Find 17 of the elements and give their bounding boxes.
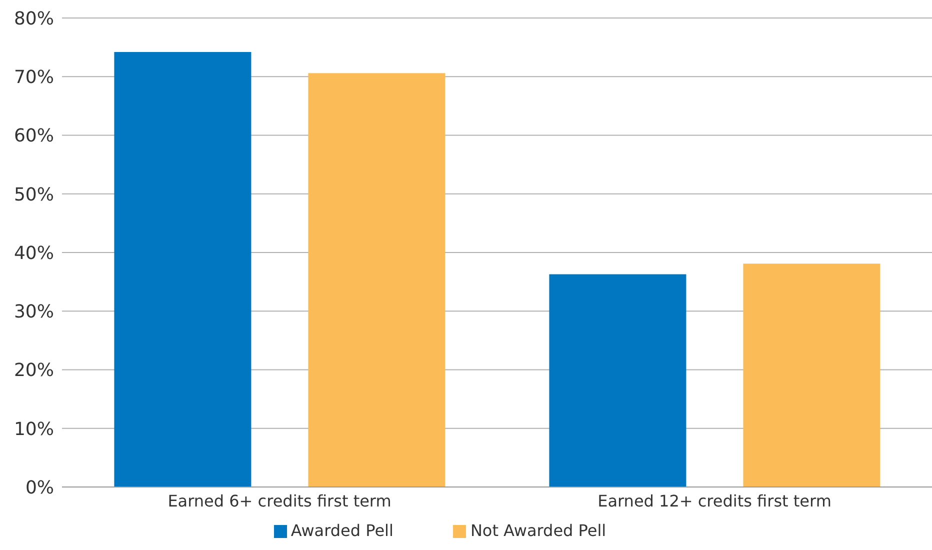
y-tick-label: 40% bbox=[14, 242, 54, 264]
y-tick-label: 30% bbox=[14, 302, 54, 323]
bar bbox=[549, 274, 686, 487]
legend-label: Awarded Pell bbox=[290, 521, 394, 540]
bar bbox=[308, 73, 446, 487]
x-tick-label: Earned 12+ credits first term bbox=[598, 491, 832, 510]
bar bbox=[743, 264, 880, 487]
legend-label: Not Awarded Pell bbox=[470, 521, 606, 540]
y-tick-label: 60% bbox=[14, 126, 54, 147]
bar bbox=[114, 52, 252, 487]
y-tick-label: 70% bbox=[14, 67, 54, 88]
y-tick-label: 50% bbox=[14, 184, 54, 206]
y-tick-label: 0% bbox=[25, 477, 54, 498]
y-tick-label: 10% bbox=[14, 418, 54, 440]
y-tick-label: 20% bbox=[14, 360, 54, 382]
x-tick-label: Earned 6+ credits first term bbox=[168, 491, 392, 510]
y-tick-label: 80% bbox=[14, 8, 54, 30]
